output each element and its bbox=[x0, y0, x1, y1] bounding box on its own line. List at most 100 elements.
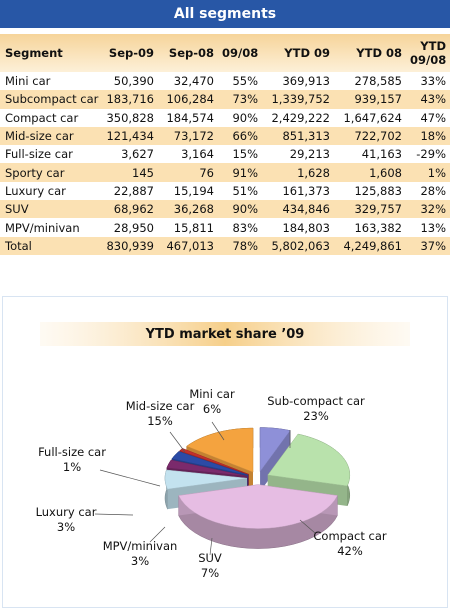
cell: 125,883 bbox=[354, 183, 402, 198]
cell: 28,950 bbox=[113, 220, 154, 235]
cell: 50,390 bbox=[113, 74, 154, 89]
slice-label: Mid-size car bbox=[126, 399, 195, 413]
cell: 47% bbox=[420, 110, 446, 125]
slice-value-label: 3% bbox=[57, 520, 75, 534]
slice-value-label: 42% bbox=[337, 544, 363, 558]
column-header: Sep-08 bbox=[158, 34, 218, 72]
cell: 183,716 bbox=[102, 90, 158, 109]
cell: 90% bbox=[232, 110, 258, 125]
row-label: Luxury car bbox=[5, 183, 66, 198]
slice bbox=[166, 459, 248, 477]
cell: 722,702 bbox=[334, 126, 406, 146]
cell: 1% bbox=[406, 163, 450, 182]
cell: 939,157 bbox=[334, 90, 406, 109]
cell: 15,194 bbox=[173, 183, 214, 198]
segments-table: Segment Sep-09 Sep-08 09/08 YTD 09 YTD 08 YTD … bbox=[0, 34, 450, 255]
leader-line bbox=[94, 513, 134, 516]
table-row: Luxury car 22,887 15,194 51% 161,373 125,883 2… bbox=[0, 182, 450, 200]
slice bbox=[171, 451, 249, 476]
cell: 68,962 bbox=[102, 200, 158, 219]
slice-label: Full-size car bbox=[38, 445, 106, 459]
cell: 76 bbox=[158, 163, 218, 182]
chart-title: YTD market share ’09 bbox=[145, 327, 305, 342]
cell: 434,846 bbox=[262, 200, 334, 219]
column-header: Segment bbox=[0, 34, 102, 72]
leader-line bbox=[209, 537, 213, 556]
table-row: Compact car 350,828 184,574 90% 2,429,222 1,6… bbox=[0, 109, 450, 127]
slice-label: SUV bbox=[198, 551, 222, 565]
leader-line bbox=[149, 526, 166, 543]
cell: -29% bbox=[416, 147, 446, 162]
cell: 145 bbox=[102, 163, 158, 182]
slice bbox=[267, 433, 351, 487]
cell: 1,339,752 bbox=[262, 90, 334, 109]
slice bbox=[178, 484, 338, 529]
cell: 278,585 bbox=[354, 74, 402, 89]
cell: 1,628 bbox=[262, 163, 334, 182]
slice bbox=[186, 427, 254, 473]
cell: 350,828 bbox=[106, 110, 154, 125]
cell: 830,939 bbox=[102, 236, 158, 255]
cell: 3,627 bbox=[121, 147, 154, 162]
cell: 369,913 bbox=[282, 74, 330, 89]
row-label: Total bbox=[0, 236, 102, 255]
row-label: Mini car bbox=[5, 74, 51, 89]
cell: 73,172 bbox=[158, 126, 218, 146]
table-title: All segments bbox=[0, 0, 450, 28]
cell: 184,803 bbox=[282, 220, 330, 235]
column-header: YTD 09/08 bbox=[406, 34, 450, 72]
slice-value-label: 7% bbox=[201, 566, 219, 580]
table-body: Mini car 50,390 32,470 55% 369,913 278,585 33%… bbox=[0, 72, 450, 255]
slice-label: MPV/minivan bbox=[103, 539, 178, 553]
leader-line bbox=[299, 519, 316, 534]
cell: 329,757 bbox=[334, 200, 406, 219]
cell: 32,470 bbox=[173, 74, 214, 89]
cell: 121,434 bbox=[102, 126, 158, 146]
cell: 106,284 bbox=[158, 90, 218, 109]
cell: 78% bbox=[218, 236, 262, 255]
cell: 18% bbox=[406, 126, 450, 146]
cell: 55% bbox=[232, 74, 258, 89]
cell: 90% bbox=[218, 200, 262, 219]
cell: 851,313 bbox=[262, 126, 334, 146]
row-label: Mid-size car bbox=[0, 126, 102, 146]
table-row: Mini car 50,390 32,470 55% 369,913 278,585 33% bbox=[0, 72, 450, 90]
slice-label: Compact car bbox=[313, 529, 386, 543]
chart-frame bbox=[2, 296, 448, 608]
header-row: Segment Sep-09 Sep-08 09/08 YTD 09 YTD 08 YTD … bbox=[0, 34, 450, 72]
cell: 467,013 bbox=[158, 236, 218, 255]
slice-label: Sub-compact car bbox=[267, 394, 365, 408]
title-band bbox=[40, 322, 410, 346]
slice-value-label: 3% bbox=[131, 554, 149, 568]
row-label: SUV bbox=[0, 200, 102, 219]
cell: 36,268 bbox=[158, 200, 218, 219]
slice-label: Mini car bbox=[189, 387, 235, 401]
slice-label: Luxury car bbox=[36, 505, 97, 519]
cell: 41,163 bbox=[361, 147, 402, 162]
cell: 22,887 bbox=[113, 183, 154, 198]
leader-line bbox=[211, 421, 225, 441]
cell: 37% bbox=[406, 236, 450, 255]
cell: 29,213 bbox=[289, 147, 330, 162]
slice bbox=[164, 469, 248, 490]
table-row: Subcompact car 183,716 106,284 73% 1,339,752… bbox=[0, 90, 450, 109]
cell: 161,373 bbox=[282, 183, 330, 198]
table-row: Total 830,939 467,013 78% 5,802,063 4,249,861… bbox=[0, 236, 450, 255]
cell: 163,382 bbox=[354, 220, 402, 235]
cell: 5,802,063 bbox=[262, 236, 334, 255]
cell: 28% bbox=[420, 183, 446, 198]
slice-value-label: 6% bbox=[203, 402, 221, 416]
slice-side bbox=[260, 430, 291, 492]
cell: 13% bbox=[420, 220, 446, 235]
table-row: MPV/minivan 28,950 15,811 83% 184,803 163,382… bbox=[0, 218, 450, 236]
cell: 83% bbox=[232, 220, 258, 235]
cell: 1,647,624 bbox=[343, 110, 402, 125]
cell: 2,429,222 bbox=[271, 110, 330, 125]
row-label: Sporty car bbox=[0, 163, 102, 182]
cell: 1,608 bbox=[334, 163, 406, 182]
cell: 51% bbox=[232, 183, 258, 198]
cell: 15,811 bbox=[173, 220, 214, 235]
cell: 15% bbox=[232, 147, 258, 162]
slice-value-label: 15% bbox=[147, 414, 173, 428]
